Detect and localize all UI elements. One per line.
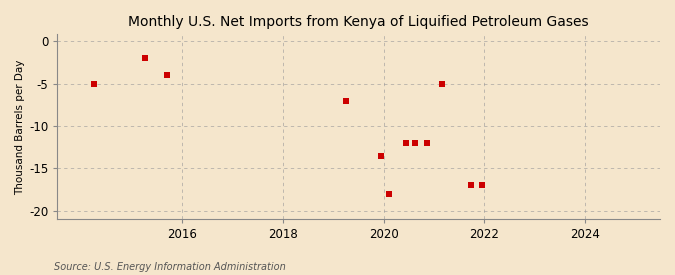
Point: [437, 81, 448, 86]
Point: [466, 183, 477, 188]
Title: Monthly U.S. Net Imports from Kenya of Liquified Petroleum Gases: Monthly U.S. Net Imports from Kenya of L…: [128, 15, 589, 29]
Point: [383, 192, 394, 196]
Point: [89, 81, 100, 86]
Y-axis label: Thousand Barrels per Day: Thousand Barrels per Day: [15, 59, 25, 195]
Point: [422, 141, 433, 145]
Point: [476, 183, 487, 188]
Point: [409, 141, 420, 145]
Point: [139, 56, 150, 60]
Point: [375, 153, 386, 158]
Point: [401, 141, 412, 145]
Point: [340, 98, 351, 103]
Point: [162, 73, 173, 77]
Text: Source: U.S. Energy Information Administration: Source: U.S. Energy Information Administ…: [54, 262, 286, 272]
